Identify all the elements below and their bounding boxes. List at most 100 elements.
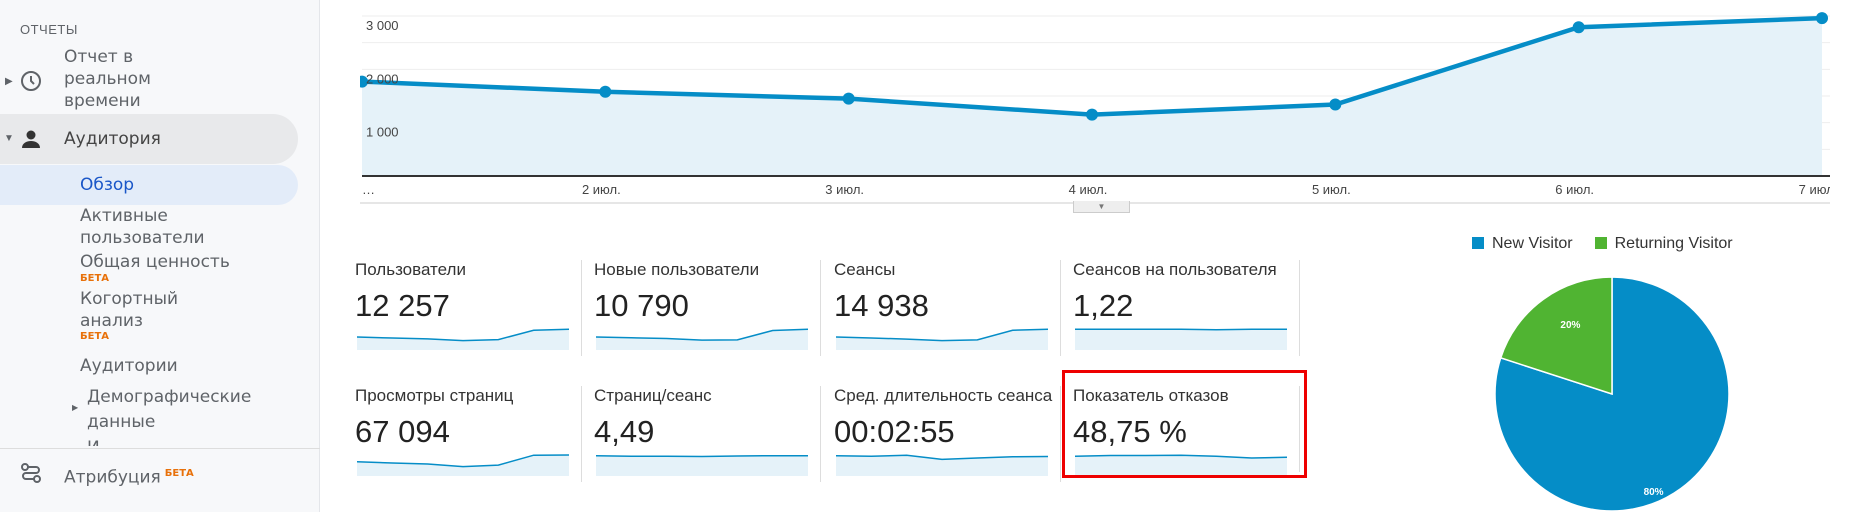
sparkline: [1075, 454, 1287, 476]
pie-slice: [1494, 276, 1730, 512]
sparkline-fill: [596, 455, 808, 476]
sparkline: [357, 454, 569, 476]
highlight-box: [1062, 370, 1307, 478]
attribution-icon: [21, 463, 41, 483]
sparkline-fill: [836, 329, 1048, 350]
data-point: [1816, 12, 1828, 25]
sidebar-item-active-users[interactable]: Активные пользователи: [80, 206, 205, 248]
attribution-label: Атрибуция: [64, 467, 161, 488]
sparkline-line: [836, 328, 1048, 342]
metric-value: 48,75 %: [1073, 414, 1187, 449]
metric-divider: [1060, 260, 1061, 356]
sparkline-line: [1075, 454, 1287, 459]
y-tick-label: 1 000: [366, 125, 399, 140]
metric-card[interactable]: Новые пользователи 10 790: [594, 260, 832, 365]
metric-title: Сред. длительность сеанса: [834, 386, 1053, 405]
data-point: [1572, 21, 1585, 34]
expand-arrow-icon[interactable]: ▶: [72, 403, 79, 412]
sparkline-fill: [836, 455, 1048, 476]
metric-card[interactable]: Показатель отказов 48,75 %: [1073, 386, 1311, 491]
pie-slice: [1499, 276, 1613, 396]
beta-badge: БЕТА: [164, 468, 194, 479]
x-tick-label: 6 июл.: [1555, 182, 1594, 197]
beta-badge: БЕТА: [80, 331, 110, 342]
legend-new-visitor[interactable]: New Visitor: [1472, 235, 1573, 253]
legend-swatch: [1594, 237, 1607, 249]
divider: [0, 448, 320, 449]
cohort-label: Когортный анализ: [80, 289, 179, 331]
x-tick-label: 3 июл.: [825, 182, 864, 197]
sparkline-fill: [357, 454, 569, 476]
collapse-arrow-icon[interactable]: ▼: [4, 133, 14, 144]
metric-value: 12 257: [355, 288, 450, 323]
y-tick-label: 2 000: [366, 71, 399, 86]
sparkline: [596, 454, 808, 476]
metric-title: Новые пользователи: [594, 260, 760, 279]
sidebar-item-demographics[interactable]: Демографические данные: [87, 387, 252, 432]
sparkline-fill: [596, 329, 808, 350]
metric-divider: [1299, 260, 1300, 356]
metric-divider: [581, 260, 582, 356]
data-point: [1086, 108, 1098, 121]
sidebar-item-audience[interactable]: [0, 114, 298, 164]
sparkline: [357, 328, 569, 350]
sparkline-fill: [1075, 329, 1287, 350]
metric-divider: [1060, 386, 1061, 482]
metric-divider: [581, 386, 582, 482]
metric-card[interactable]: Сеансов на пользователя 1,22: [1073, 260, 1311, 365]
legend-returning-visitor[interactable]: Returning Visitor: [1594, 235, 1733, 253]
pie-label: 80%: [1644, 487, 1664, 498]
y-tick-label: 3 000: [366, 18, 399, 33]
sidebar: ОТЧЕТЫ ▶ Отчет в реальном времени ▼ Ауди…: [0, 0, 320, 512]
sparkline: [1075, 328, 1287, 350]
visitor-pie-chart: 80% 20%: [1494, 276, 1730, 512]
legend-label: Returning Visitor: [1614, 235, 1733, 252]
area-fill: [362, 18, 1822, 177]
sparkline-line: [357, 454, 569, 468]
data-point: [360, 75, 368, 88]
sidebar-item-lifetime-value[interactable]: Общая ценность БЕТА: [80, 250, 230, 284]
sidebar-item-realtime[interactable]: Отчет в реальном времени: [64, 47, 151, 111]
x-tick-label: 5 июл.: [1312, 182, 1351, 197]
x-tick-label: …: [362, 182, 375, 197]
metric-title: Просмотры страниц: [355, 386, 514, 405]
metric-card[interactable]: Страниц/сеанс 4,49: [594, 386, 832, 491]
sidebar-item-partial[interactable]: И...: [87, 436, 116, 446]
metric-value: 1,22: [1073, 288, 1134, 323]
metric-divider: [820, 386, 821, 482]
metric-card[interactable]: Сеансы 14 938: [834, 260, 1072, 365]
sessions-line-chart: 1 000 2 000 3 000 … 2 июл. 3 июл. 4 июл. 5 июл.…: [360, 12, 1830, 204]
data-point: [599, 85, 612, 98]
sidebar-item-audiences[interactable]: Аудитории: [80, 356, 178, 376]
metric-value: 00:02:55: [834, 414, 955, 449]
beta-badge: БЕТА: [80, 273, 110, 284]
metric-title: Показатель отказов: [1073, 386, 1229, 405]
metric-title: Страниц/сеанс: [594, 386, 712, 405]
metric-card[interactable]: Пользователи 12 257: [355, 260, 593, 365]
expand-arrow-icon[interactable]: ▶: [5, 76, 13, 87]
legend-swatch: [1472, 237, 1484, 249]
x-tick-label: 2 июл.: [582, 182, 621, 197]
sidebar-item-attribution[interactable]: Атрибуция БЕТА: [64, 462, 194, 490]
legend-label: New Visitor: [1492, 235, 1573, 252]
chart-collapse-toggle[interactable]: ▼: [1073, 201, 1130, 213]
sparkline-line: [596, 328, 808, 341]
metric-title: Пользователи: [355, 260, 466, 279]
sparkline-line: [596, 454, 808, 458]
pie-legend: New Visitor Returning Visitor: [1472, 235, 1733, 253]
metric-divider: [1299, 386, 1300, 472]
data-point: [842, 92, 855, 105]
x-tick-label: 4 июл.: [1069, 182, 1108, 197]
sidebar-item-cohort[interactable]: Когортный анализ БЕТА: [80, 288, 200, 342]
sparkline: [596, 328, 808, 350]
lifetime-value-label: Общая ценность: [80, 252, 230, 272]
sidebar-item-overview[interactable]: [0, 165, 298, 205]
metric-card[interactable]: Просмотры страниц 67 094: [355, 386, 593, 491]
metric-card[interactable]: Сред. длительность сеанса 00:02:55: [834, 386, 1072, 491]
pie-label: 20%: [1560, 320, 1580, 331]
clock-icon: [21, 71, 41, 91]
sparkline: [836, 328, 1048, 350]
sparkline-line: [357, 328, 569, 342]
metric-title: Сеансы: [834, 260, 896, 279]
reports-section-label: ОТЧЕТЫ: [20, 22, 78, 37]
